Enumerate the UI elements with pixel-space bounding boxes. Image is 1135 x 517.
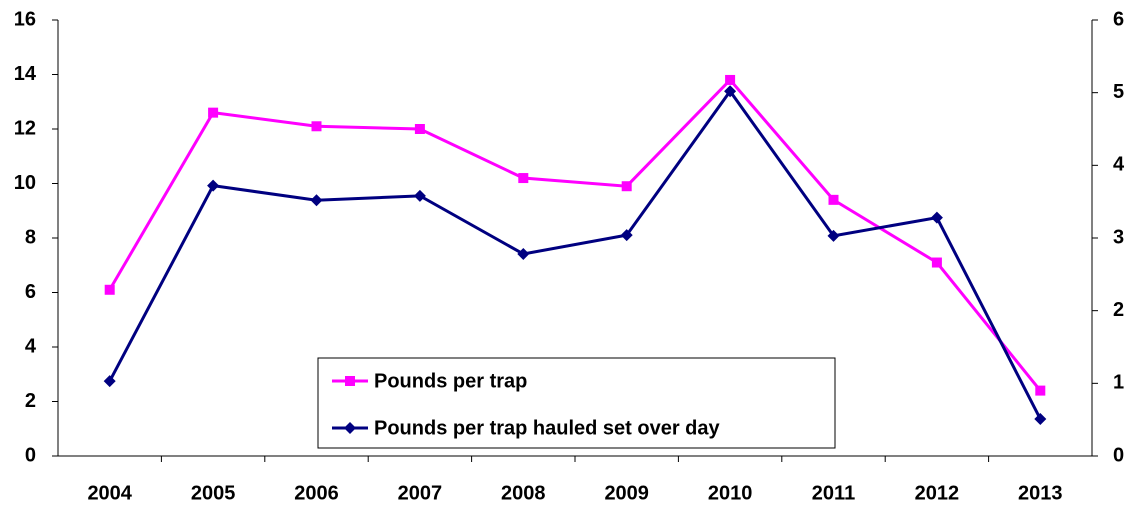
y2-tick-label: 5 xyxy=(1113,81,1124,103)
marker xyxy=(208,107,219,118)
marker xyxy=(620,229,633,242)
y2-tick-label: 0 xyxy=(1113,444,1124,466)
y-tick-label: 0 xyxy=(25,444,36,466)
series-line xyxy=(108,88,1042,420)
marker xyxy=(725,74,736,85)
y2-tick-label: 2 xyxy=(1113,299,1124,321)
marker xyxy=(207,179,220,192)
marker xyxy=(1034,412,1047,425)
marker xyxy=(724,85,737,98)
y2-tick-label: 6 xyxy=(1113,8,1124,30)
marker xyxy=(621,181,632,192)
x-tick-label: 2007 xyxy=(398,482,443,504)
x-tick-label: 2013 xyxy=(1018,482,1063,504)
x-tick-label: 2012 xyxy=(915,482,960,504)
legend: Pounds per trap Pounds per trap hauled se… xyxy=(317,357,836,449)
y-tick-label: 6 xyxy=(25,281,36,303)
series-line xyxy=(108,77,1042,392)
marker xyxy=(345,376,355,386)
x-tick-label: 2008 xyxy=(501,482,546,504)
marker xyxy=(104,284,115,295)
marker xyxy=(828,194,839,205)
y-tick-label: 8 xyxy=(25,226,36,248)
y-tick-label: 2 xyxy=(25,390,36,412)
x-tick-label: 2011 xyxy=(812,482,855,504)
legend-label: Pounds per trap hauled set over day xyxy=(374,417,721,439)
legend-box xyxy=(317,357,836,449)
legend-label: Pounds per trap xyxy=(374,370,527,392)
x-tick-label: 2005 xyxy=(191,482,236,504)
marker xyxy=(344,422,356,434)
x-tick-label: 2004 xyxy=(87,482,132,504)
marker xyxy=(311,121,322,132)
marker xyxy=(310,194,323,207)
marker xyxy=(930,211,943,224)
y2-tick-label: 3 xyxy=(1113,226,1124,248)
marker xyxy=(518,173,529,184)
marker xyxy=(517,247,530,260)
y-tick-label: 12 xyxy=(14,117,36,139)
y-tick-label: 10 xyxy=(14,172,36,194)
y2-tick-label: 4 xyxy=(1113,154,1125,176)
marker xyxy=(931,257,942,268)
marker xyxy=(413,189,426,202)
y-tick-label: 14 xyxy=(14,63,37,85)
marker xyxy=(414,124,425,134)
x-tick-label: 2006 xyxy=(294,482,339,504)
marker xyxy=(827,229,840,242)
marker xyxy=(103,375,116,388)
y-tick-label: 4 xyxy=(25,335,37,357)
y2-tick-label: 1 xyxy=(1113,372,1124,394)
y-tick-label: 16 xyxy=(14,8,36,30)
marker xyxy=(1035,385,1046,396)
x-tick-label: 2009 xyxy=(604,482,649,504)
x-tick-label: 2010 xyxy=(708,482,753,504)
